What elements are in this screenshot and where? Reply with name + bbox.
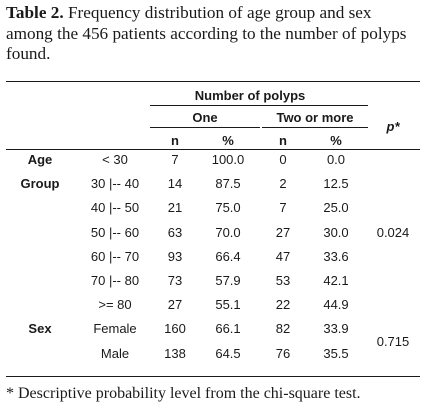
cell-category: 60 |-- 70	[90, 248, 140, 264]
cell-n-two: 53	[275, 273, 291, 288]
footnote: * Descriptive probability level from the…	[6, 385, 361, 402]
section-label: Sex	[28, 321, 52, 337]
cell-n-one: 7	[171, 152, 179, 167]
cell-category: Female	[93, 321, 137, 337]
cell-n-one: 14	[167, 176, 183, 192]
cell-n-one: 138	[164, 345, 186, 361]
cell-category: >= 80	[98, 297, 132, 313]
section-p-value: 0.715	[376, 333, 410, 349]
cell-pct-two: 25.0	[323, 200, 349, 216]
cell-pct-one: 87.5	[215, 176, 241, 192]
cell-pct-one: 70.0	[215, 224, 241, 240]
cell-n-two: 76	[275, 345, 291, 361]
caption-text: Frequency distribution of age group and …	[6, 3, 407, 63]
table-label: Table 2.	[6, 3, 64, 22]
cell-category: 30 |-- 40	[90, 176, 140, 192]
cell-n-one: 160	[164, 321, 186, 337]
header-two-or-more: Two or more	[276, 110, 354, 125]
cell-category: 70 |-- 80	[90, 273, 140, 288]
header-pct-two: %	[330, 133, 342, 148]
cell-pct-one: 66.1	[215, 321, 241, 337]
header-group-rule	[150, 105, 368, 106]
cell-category: 40 |-- 50	[90, 200, 140, 216]
cell-n-two: 2	[279, 176, 287, 192]
cell-pct-two: 44.9	[323, 297, 349, 313]
cell-n-two: 27	[275, 224, 291, 240]
header-two-rule	[262, 127, 368, 128]
cell-pct-two: 12.5	[323, 176, 349, 192]
cell-pct-one: 75.0	[215, 200, 241, 216]
cell-pct-one: 100.0	[211, 152, 245, 167]
cell-pct-one: 64.5	[215, 345, 241, 361]
cell-pct-two: 30.0	[323, 224, 349, 240]
section-label: Group	[20, 176, 60, 192]
cell-pct-two: 33.9	[323, 321, 349, 337]
header-number-of-polyps: Number of polyps	[194, 88, 306, 103]
section-label: Age	[27, 152, 53, 167]
cell-n-one: 27	[167, 297, 183, 313]
cell-pct-one: 57.9	[215, 273, 241, 288]
cell-pct-two: 42.1	[323, 273, 349, 288]
cell-pct-two: 33.6	[323, 248, 349, 264]
bottom-rule	[6, 376, 420, 377]
cell-n-two: 0	[279, 152, 287, 167]
cell-category: 50 |-- 60	[90, 224, 140, 240]
cell-category: Male	[100, 345, 130, 361]
header-bottom-rule	[6, 149, 420, 150]
cell-pct-one: 66.4	[215, 248, 241, 264]
section-p-value: 0.024	[376, 224, 410, 240]
cell-n-one: 21	[167, 200, 183, 216]
cell-n-one: 73	[167, 273, 183, 288]
cell-n-two: 82	[275, 321, 291, 337]
cell-pct-two: 0.0	[326, 152, 346, 167]
cell-n-one: 63	[167, 224, 183, 240]
header-n-one: n	[171, 133, 179, 148]
table-caption: Table 2. Frequency distribution of age g…	[6, 3, 420, 65]
header-one-rule	[150, 127, 260, 128]
cell-n-two: 47	[275, 248, 291, 264]
header-pct-one: %	[222, 133, 234, 148]
cell-n-two: 22	[275, 297, 291, 313]
cell-category: < 30	[102, 152, 128, 167]
header-one: One	[192, 110, 218, 125]
cell-pct-one: 55.1	[215, 297, 241, 313]
top-rule	[6, 81, 420, 82]
header-n-two: n	[279, 133, 287, 148]
cell-n-two: 7	[279, 200, 287, 216]
header-p-value: p*	[386, 119, 400, 134]
cell-n-one: 93	[167, 248, 183, 264]
cell-pct-two: 35.5	[323, 345, 349, 361]
